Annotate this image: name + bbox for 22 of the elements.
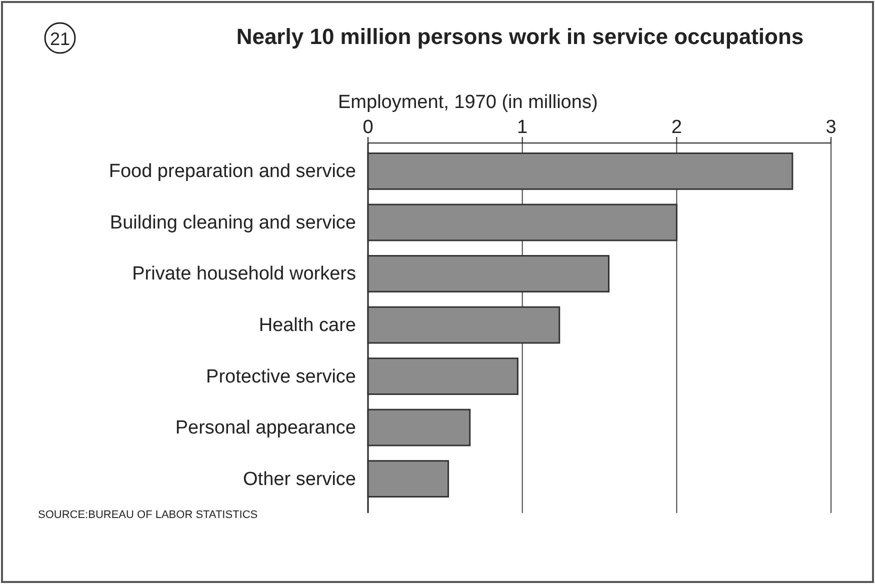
bar — [367, 408, 471, 446]
y-tick-label: Protective service — [206, 366, 356, 388]
bar — [367, 358, 518, 395]
y-tick-label: Other service — [243, 468, 356, 490]
bar — [367, 152, 794, 190]
y-tick-label: Food preparation and service — [108, 161, 356, 182]
x-axis-title: Employment, 1970 (in millions) — [338, 92, 598, 113]
bar — [367, 460, 450, 498]
y-tick-label: Building cleaning and service — [110, 212, 356, 234]
x-tick-label: 1 — [517, 117, 528, 138]
bar — [367, 306, 560, 344]
x-tick-label: 3 — [826, 117, 836, 138]
y-tick-label: Health care — [258, 315, 356, 336]
source-note: SOURCE:BUREAU OF LABOR STATISTICS — [38, 509, 258, 521]
bar — [367, 255, 610, 292]
x-tick-label: 0 — [362, 117, 374, 138]
y-tick-label: Private household workers — [132, 264, 356, 285]
text: 21 — [50, 29, 70, 49]
bar — [367, 204, 678, 242]
chart-title: Nearly 10 million persons work in service occupations — [236, 24, 804, 49]
x-tick-label: 2 — [671, 117, 682, 138]
y-tick-label: Personal appearance — [175, 418, 356, 439]
